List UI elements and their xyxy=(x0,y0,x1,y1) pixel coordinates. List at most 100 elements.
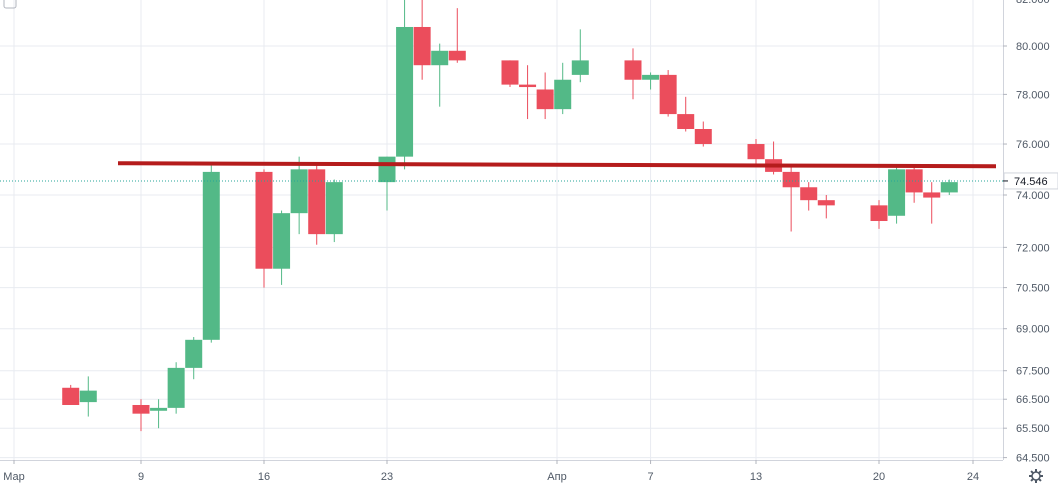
x-tick-label: 24 xyxy=(967,471,979,483)
x-tick-label: 13 xyxy=(750,471,762,483)
candle[interactable] xyxy=(870,200,888,229)
last-price-value: 74.546 xyxy=(1014,176,1048,188)
candle-body[interactable] xyxy=(694,129,712,145)
gear-tooth xyxy=(1030,478,1034,482)
candle-body[interactable] xyxy=(62,387,80,405)
candle[interactable] xyxy=(536,72,554,120)
candle[interactable] xyxy=(659,70,677,117)
candle[interactable] xyxy=(308,164,326,245)
candle[interactable] xyxy=(501,60,519,88)
y-tick-label: 78.000 xyxy=(1016,89,1050,101)
gear-inner xyxy=(1031,471,1041,481)
candle-body[interactable] xyxy=(378,156,396,183)
candle[interactable] xyxy=(694,121,712,147)
candle-body[interactable] xyxy=(536,89,554,110)
x-tick-label: Апр xyxy=(547,471,566,483)
candle[interactable] xyxy=(624,48,642,100)
candle-body[interactable] xyxy=(800,187,818,201)
corner-control-icon[interactable] xyxy=(3,0,17,9)
candle-body[interactable] xyxy=(624,60,642,80)
candle[interactable] xyxy=(79,376,97,417)
y-tick-label: 69.000 xyxy=(1016,324,1050,336)
y-tick-label: 67.500 xyxy=(1016,366,1050,378)
candle[interactable] xyxy=(905,166,923,203)
candle[interactable] xyxy=(940,179,958,195)
candle[interactable] xyxy=(519,65,537,120)
settings-gear-icon[interactable] xyxy=(1029,469,1043,483)
candle[interactable] xyxy=(396,0,414,170)
candle-body[interactable] xyxy=(940,182,958,193)
candle-body[interactable] xyxy=(747,144,765,160)
candle[interactable] xyxy=(132,399,150,432)
candles[interactable] xyxy=(62,0,958,432)
resistance-level-line[interactable] xyxy=(117,161,997,169)
candle-body[interactable] xyxy=(659,74,677,115)
candle-body[interactable] xyxy=(132,404,150,414)
candle[interactable] xyxy=(202,164,220,343)
candle-body[interactable] xyxy=(923,192,941,198)
candle-body[interactable] xyxy=(888,169,906,216)
y-tick-label: 66.500 xyxy=(1016,394,1050,406)
y-tick-label: 64.500 xyxy=(1016,453,1050,465)
candle-body[interactable] xyxy=(413,26,431,66)
candle[interactable] xyxy=(554,62,572,115)
x-tick-label: 7 xyxy=(648,471,654,483)
candle-body[interactable] xyxy=(185,339,203,368)
candle[interactable] xyxy=(747,139,765,167)
candle[interactable] xyxy=(62,384,80,405)
candle-body[interactable] xyxy=(782,171,800,188)
y-tick-label: 74.000 xyxy=(1016,190,1050,202)
candle[interactable] xyxy=(448,8,466,63)
candle-body[interactable] xyxy=(817,200,835,206)
candle-body[interactable] xyxy=(905,169,923,193)
candle-body[interactable] xyxy=(150,407,168,411)
x-tick-label: 9 xyxy=(138,471,144,483)
candle[interactable] xyxy=(325,179,343,243)
y-tick-label: 65.500 xyxy=(1016,423,1050,435)
candle-body[interactable] xyxy=(325,182,343,235)
candle[interactable] xyxy=(923,182,941,224)
candle[interactable] xyxy=(150,399,168,429)
candle[interactable] xyxy=(413,0,431,80)
candle-body[interactable] xyxy=(202,171,220,340)
y-tick-label: 70.500 xyxy=(1016,283,1050,295)
candle-body[interactable] xyxy=(642,74,660,80)
candle-body[interactable] xyxy=(677,114,695,130)
candle-body[interactable] xyxy=(501,60,519,85)
x-tick-label: Мар xyxy=(3,471,25,483)
candle[interactable] xyxy=(642,72,660,90)
candle[interactable] xyxy=(677,96,695,132)
candle[interactable] xyxy=(255,169,273,288)
candle-body[interactable] xyxy=(308,169,326,235)
candle[interactable] xyxy=(800,182,818,211)
candle-body[interactable] xyxy=(571,60,589,75)
candle-body[interactable] xyxy=(396,26,414,157)
candle-body[interactable] xyxy=(431,50,449,66)
candle[interactable] xyxy=(185,337,203,380)
overlays xyxy=(0,161,1003,182)
candle-body[interactable] xyxy=(519,84,537,88)
candle-body[interactable] xyxy=(79,390,97,403)
candle[interactable] xyxy=(817,195,835,219)
candle[interactable] xyxy=(167,362,185,414)
candle-body[interactable] xyxy=(167,367,185,408)
candle-body[interactable] xyxy=(554,79,572,110)
candle-body[interactable] xyxy=(870,205,888,222)
candle[interactable] xyxy=(888,164,906,224)
candle[interactable] xyxy=(782,164,800,232)
y-tick-label: 76.000 xyxy=(1016,139,1050,151)
candle-body[interactable] xyxy=(448,50,466,61)
y-tick-label: 72.000 xyxy=(1016,242,1050,254)
candle[interactable] xyxy=(765,141,783,175)
candle[interactable] xyxy=(571,29,589,83)
candle-body[interactable] xyxy=(290,169,308,214)
candle[interactable] xyxy=(431,43,449,107)
candle-body[interactable] xyxy=(255,171,273,269)
gear-tooth xyxy=(1038,470,1042,474)
candle-body[interactable] xyxy=(273,213,291,269)
candle[interactable] xyxy=(273,210,291,285)
x-tick-label: 23 xyxy=(381,471,393,483)
candle[interactable] xyxy=(290,156,308,235)
